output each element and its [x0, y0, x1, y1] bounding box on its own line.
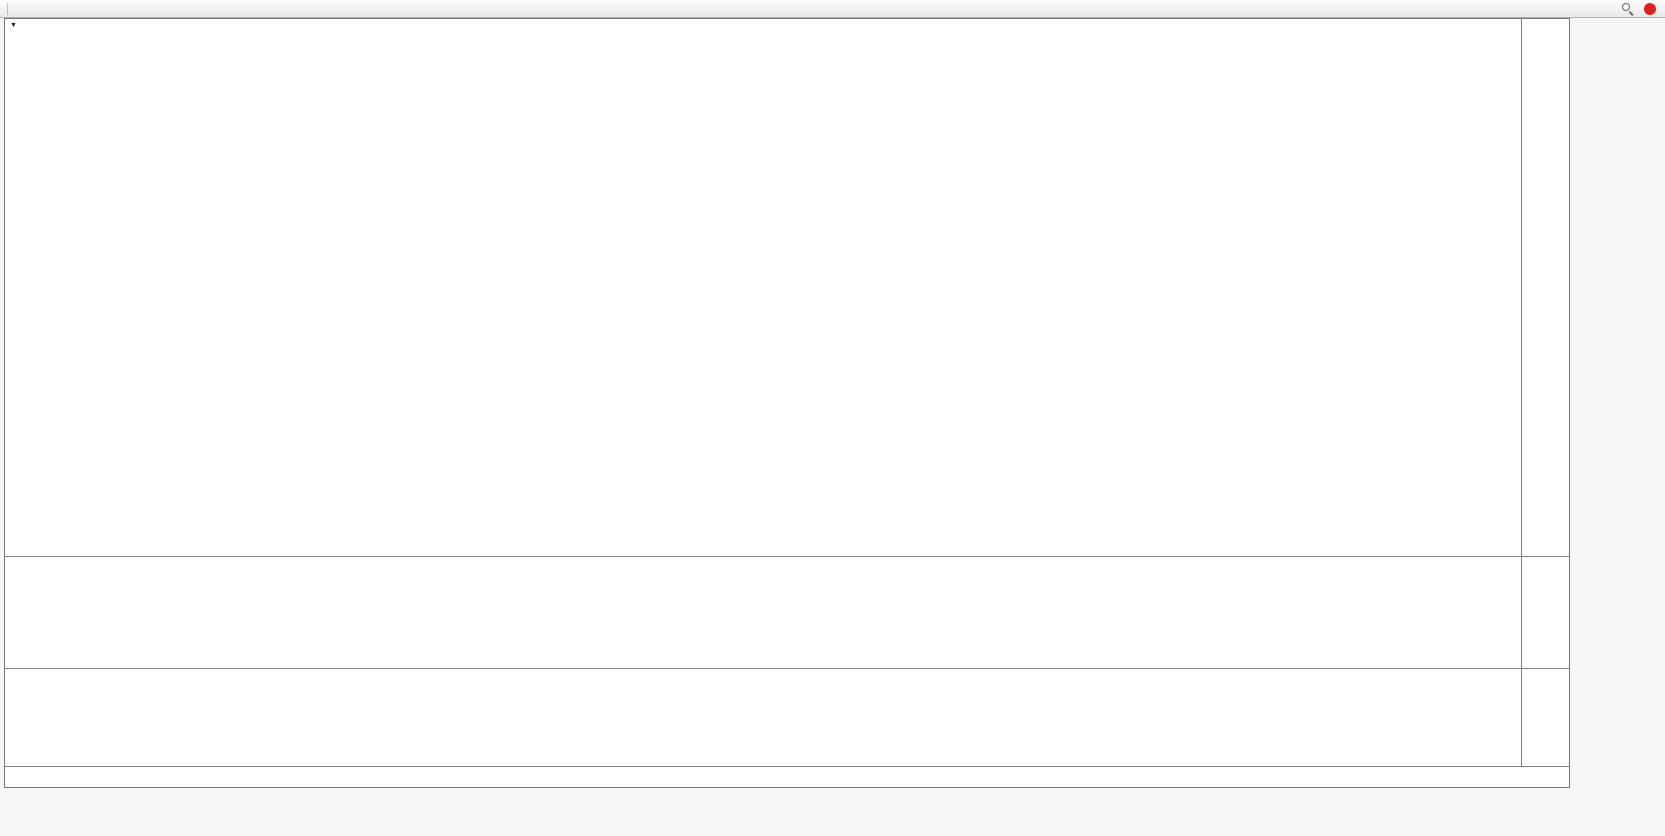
time-axis[interactable] [5, 767, 1521, 786]
price-axis[interactable] [1522, 19, 1568, 766]
macd-panel-canvas[interactable] [6, 557, 1521, 668]
rsi-panel-canvas[interactable] [6, 669, 1521, 766]
chart-window: ▼ [4, 18, 1570, 788]
panel-separator[interactable] [5, 556, 1569, 557]
toolbar-separator [7, 2, 8, 15]
chart-header: ▼ [10, 22, 33, 29]
time-axis-separator [5, 766, 1569, 767]
price-chart-canvas[interactable] [6, 19, 1521, 557]
notification-badge[interactable] [1644, 2, 1656, 15]
panel-separator[interactable] [5, 668, 1569, 669]
symbol-dropdown-icon[interactable]: ▼ [10, 22, 17, 29]
search-icon[interactable] [1622, 3, 1633, 14]
main-toolbar [0, 0, 1665, 18]
price-axis-separator [1521, 19, 1522, 766]
